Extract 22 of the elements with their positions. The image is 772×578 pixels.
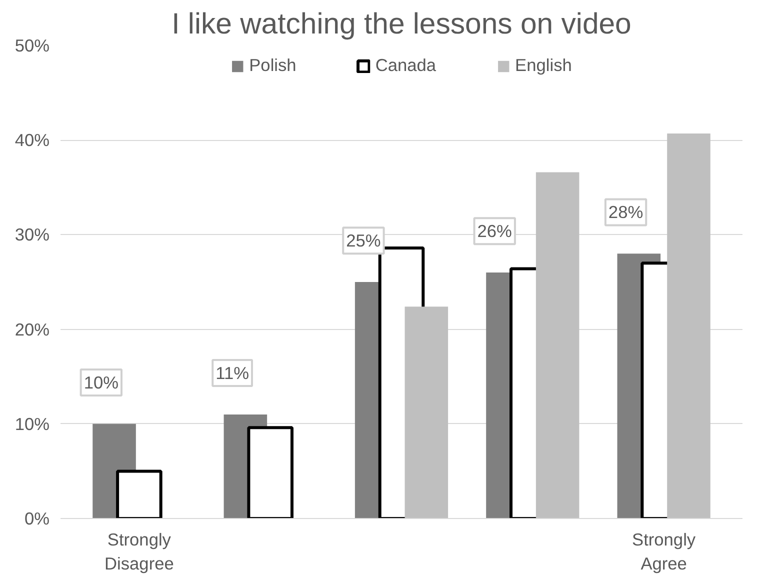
y-tick-label: 30% bbox=[14, 224, 50, 245]
x-tick-label: Strongly Disagree bbox=[104, 530, 174, 574]
data-label: 25% bbox=[346, 230, 381, 251]
bar bbox=[667, 133, 710, 518]
data-label: 28% bbox=[608, 202, 644, 222]
bar bbox=[536, 172, 580, 518]
bar bbox=[247, 426, 294, 518]
data-label: 10% bbox=[84, 372, 119, 393]
legend-label: Polish bbox=[249, 55, 296, 76]
y-tick-label: 0% bbox=[24, 508, 50, 528]
bar bbox=[404, 306, 448, 518]
data-label: 11% bbox=[216, 363, 250, 384]
x-tick-label: Strongly Agree bbox=[632, 530, 696, 574]
y-tick-label: 40% bbox=[14, 130, 50, 150]
y-tick-label: 20% bbox=[14, 319, 50, 340]
bar bbox=[116, 470, 162, 518]
y-tick-label: 10% bbox=[14, 414, 50, 434]
legend-label: Canada bbox=[375, 55, 436, 76]
data-label: 26% bbox=[477, 221, 512, 242]
chart-title: I like watching the lessons on video bbox=[172, 8, 632, 40]
y-tick-label: 50% bbox=[14, 36, 50, 56]
legend-label: English bbox=[515, 55, 572, 76]
